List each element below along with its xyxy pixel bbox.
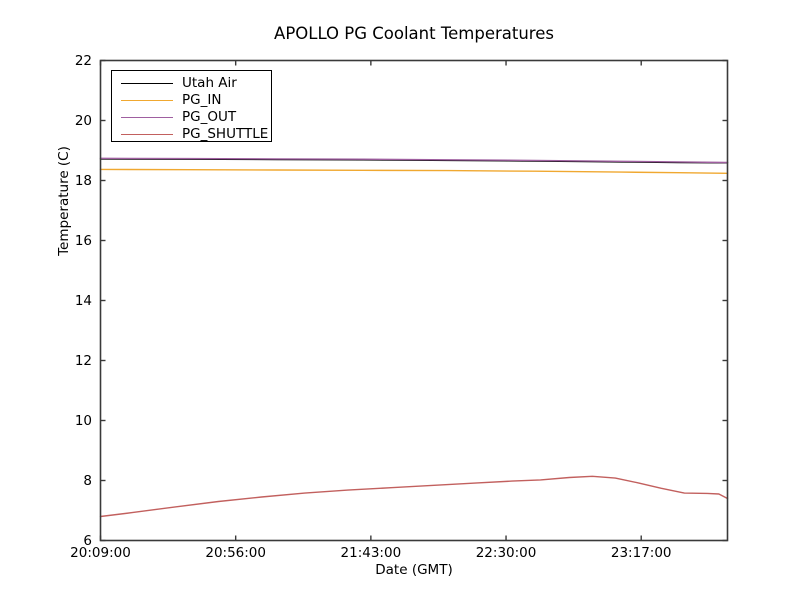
legend-color-swatch	[121, 117, 173, 118]
y-tick-label: 16	[74, 232, 92, 249]
y-tick-label: 14	[74, 292, 92, 309]
y-tick-label: 18	[74, 172, 92, 189]
y-tick-label: 12	[74, 352, 92, 369]
legend-item-label: Utah Air	[182, 75, 237, 91]
legend-item-label: PG_SHUTTLE	[182, 126, 269, 142]
series-line	[99, 475, 729, 518]
y-tick-label: 22	[74, 52, 92, 69]
y-tick-label: 10	[74, 412, 92, 429]
x-tick-label: 20:56:00	[205, 545, 266, 561]
legend-item[interactable]: PG_IN	[112, 92, 271, 110]
series-layer	[99, 157, 729, 518]
y-tick-label: 6	[83, 532, 92, 549]
y-tick-label: 8	[83, 472, 92, 489]
legend-item-label: PG_IN	[182, 92, 222, 108]
legend: Utah Air PG_IN PG_OUT PG_SHUTTLE	[111, 70, 272, 142]
series-line	[99, 168, 729, 175]
y-tick-label: 20	[74, 112, 92, 129]
series-line	[99, 157, 729, 164]
legend-item[interactable]: PG_OUT	[112, 109, 271, 127]
x-tick-label: 20:09:00	[70, 545, 131, 561]
legend-color-swatch	[121, 83, 173, 84]
x-tick-label: 21:43:00	[340, 545, 402, 561]
plot-frame	[99, 59, 729, 542]
legend-item-label: PG_OUT	[182, 109, 237, 125]
legend-item[interactable]: PG_SHUTTLE	[112, 126, 271, 144]
x-tick-label: 23:17:00	[610, 545, 672, 561]
chart-title: APOLLO PG Coolant Temperatures	[274, 24, 554, 43]
x-axis-label: Date (GMT)	[375, 562, 453, 578]
legend-item[interactable]: Utah Air	[112, 75, 271, 93]
legend-color-swatch	[121, 100, 173, 101]
y-axis-tick-labels: 6 8 10 12 14 16 18 20 22	[48, 0, 92, 600]
legend-color-swatch	[121, 134, 173, 135]
x-tick-label: 22:30:00	[475, 545, 537, 561]
